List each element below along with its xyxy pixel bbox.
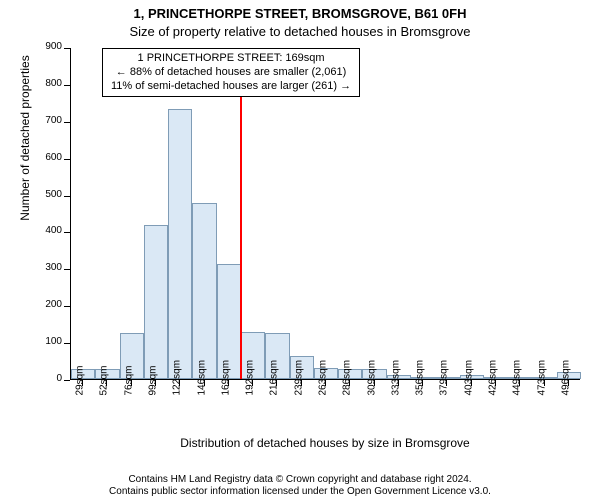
footer-line-1: Contains HM Land Registry data © Crown c… [0, 474, 600, 486]
y-tick-label: 500 [26, 189, 62, 200]
y-tick-label: 800 [26, 78, 62, 89]
y-tick-label: 600 [26, 152, 62, 163]
x-axis-label: Distribution of detached houses by size … [70, 436, 580, 450]
y-tick [64, 122, 70, 123]
reference-line [240, 48, 242, 379]
y-tick [64, 196, 70, 197]
annotation-line-2: ← 88% of detached houses are smaller (2,… [111, 66, 351, 80]
y-tick [64, 380, 70, 381]
y-tick [64, 306, 70, 307]
y-tick [64, 159, 70, 160]
title-subtitle: Size of property relative to detached ho… [0, 24, 600, 39]
y-tick-label: 400 [26, 225, 62, 236]
histogram-bar [144, 225, 168, 379]
y-tick [64, 232, 70, 233]
y-tick-label: 900 [26, 41, 62, 52]
y-tick-label: 0 [26, 373, 62, 384]
histogram-bar [192, 203, 216, 379]
plot-area [70, 48, 580, 380]
annotation-line-1: 1 PRINCETHORPE STREET: 169sqm [111, 52, 351, 66]
histogram-bar [168, 109, 192, 379]
y-tick [64, 48, 70, 49]
chart-container: 1, PRINCETHORPE STREET, BROMSGROVE, B61 … [0, 0, 600, 500]
y-tick-label: 200 [26, 299, 62, 310]
y-tick [64, 343, 70, 344]
footer-attribution: Contains HM Land Registry data © Crown c… [0, 474, 600, 498]
y-tick [64, 85, 70, 86]
title-address: 1, PRINCETHORPE STREET, BROMSGROVE, B61 … [0, 6, 600, 21]
y-tick-label: 300 [26, 262, 62, 273]
annotation-line-3: 11% of semi-detached houses are larger (… [111, 80, 351, 94]
y-tick-label: 700 [26, 115, 62, 126]
y-tick [64, 269, 70, 270]
footer-line-2: Contains public sector information licen… [0, 486, 600, 498]
annotation-box: 1 PRINCETHORPE STREET: 169sqm ← 88% of d… [102, 48, 360, 97]
y-tick-label: 100 [26, 336, 62, 347]
